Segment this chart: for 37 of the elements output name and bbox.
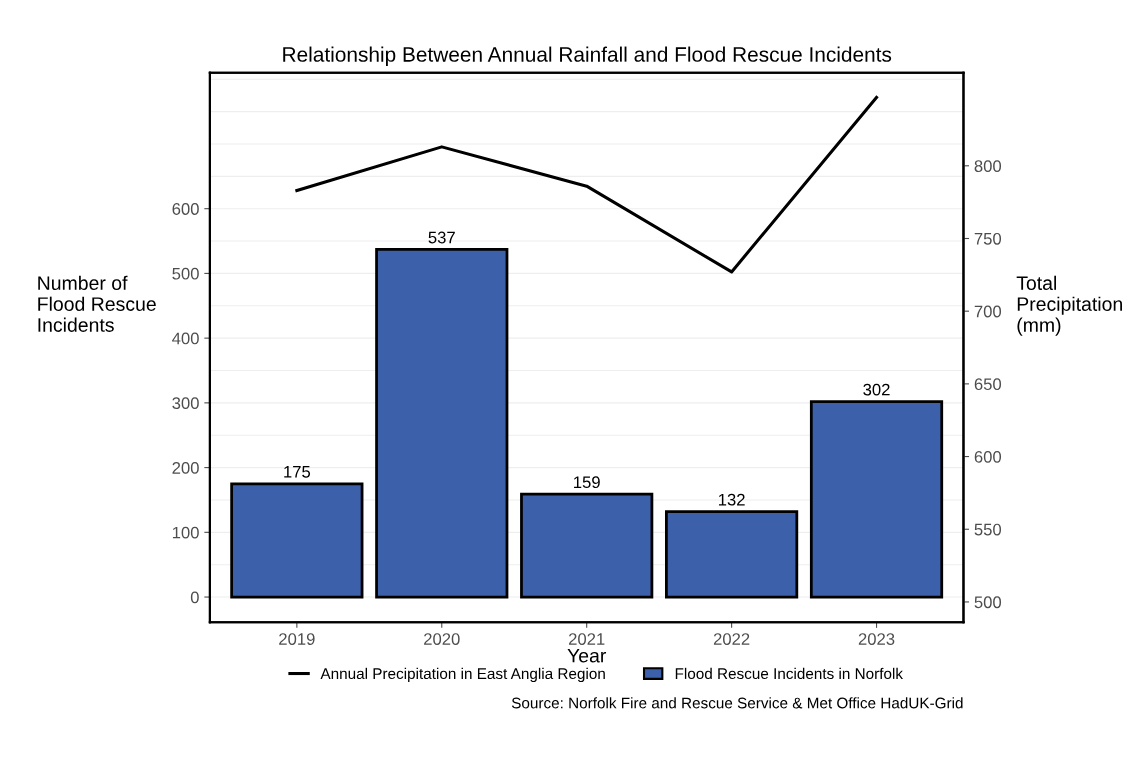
y2-tick-label: 550 <box>974 523 1002 536</box>
source-note: Source: Norfolk Fire and Rescue Service & Met Office HadUK-Grid <box>511 697 963 709</box>
x-tick-label: 2023 <box>858 633 895 645</box>
chart-title: Relationship Between Annual Rainfall and Flood Rescue Incidents <box>283 46 892 66</box>
y-tick-label: 200 <box>172 462 199 474</box>
x-tick-label: 2020 <box>424 633 460 645</box>
line-series <box>295 95 879 274</box>
legend-label: Flood Rescue Incidents in Norfolk <box>675 667 904 680</box>
x-tick-label: 2021 <box>568 633 605 645</box>
data-label: 175 <box>284 466 311 478</box>
y-tick-label: 600 <box>172 203 199 215</box>
bar <box>520 492 654 599</box>
y2-axis-title: Total Precipitation (mm) <box>1016 275 1122 336</box>
bar <box>230 482 364 599</box>
bar <box>375 248 509 599</box>
y2-tick-label: 750 <box>974 232 1002 245</box>
y-tick-label: 500 <box>172 267 199 280</box>
y-tick-label: 300 <box>172 397 199 410</box>
y-tick-label: 100 <box>172 526 199 539</box>
x-tick-label: 2022 <box>713 633 750 645</box>
y2-tick-label: 500 <box>974 596 1002 609</box>
y-tick-label: 400 <box>172 332 199 345</box>
data-label: 132 <box>718 493 745 506</box>
y2-tick-label: 700 <box>974 305 1002 318</box>
y2-tick-label: 800 <box>974 160 1002 172</box>
data-label: 537 <box>428 231 455 244</box>
bar <box>665 510 799 599</box>
bar <box>809 400 944 599</box>
y-axis-title: Number of Flood Rescue Incidents <box>38 275 156 332</box>
y2-tick-label: 650 <box>974 378 1002 391</box>
data-label: 159 <box>574 476 600 489</box>
y2-tick-label: 600 <box>974 450 1002 463</box>
y-tick-label: 0 <box>190 591 199 604</box>
legend-label: Annual Precipitation in East Anglia Region <box>320 667 605 683</box>
x-axis-title: Year <box>567 648 607 663</box>
x-tick-label: 2019 <box>279 633 315 645</box>
data-label: 302 <box>863 383 890 396</box>
